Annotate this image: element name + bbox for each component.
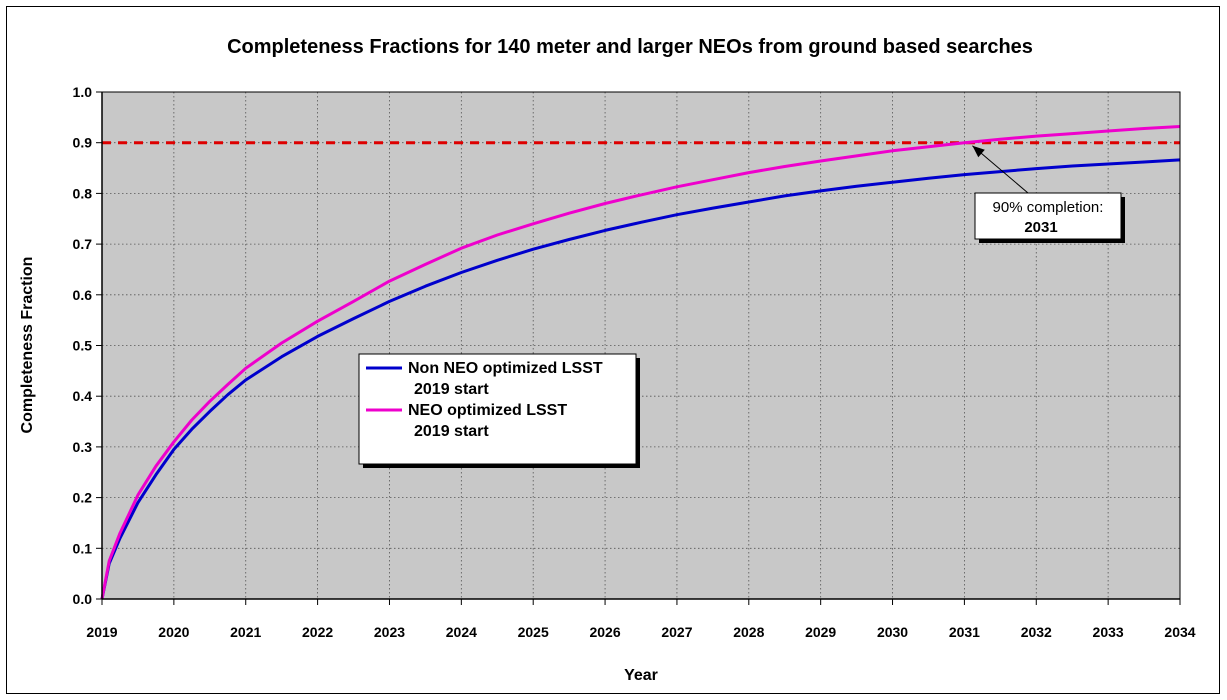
x-tick-label-0: 2019 [86,624,117,640]
callout-arrowhead [972,145,985,158]
callout-text-line1: 90% completion: [993,199,1104,216]
x-tick-label-2: 2021 [230,624,261,640]
x-tick-label-12: 2031 [949,624,980,640]
x-tick-label-15: 2034 [1164,624,1195,640]
y-tick-label-8: 0.8 [73,185,93,201]
legend-entry-optimized-line1: NEO optimized LSST [408,402,567,419]
series-line-0 [100,158,1181,600]
x-tick-label-10: 2029 [805,624,836,640]
callout-box [974,192,1122,240]
legend-entry-non-optimized-line1: Non NEO optimized LSST [408,360,603,377]
x-tick-label-14: 2033 [1093,624,1124,640]
x-tick-labels: 2019 2020 2021 2022 2023 2024 2025 2026 2027 2028… [86,624,1195,640]
y-tick-label-7: 0.7 [73,236,93,252]
y-tick-label-9: 0.9 [73,135,93,151]
y-tick-label-0: 0.0 [73,591,93,607]
gridlines [102,92,1180,599]
x-tick-label-3: 2022 [302,624,333,640]
x-tick-label-6: 2025 [518,624,549,640]
legend-box [358,353,637,465]
x-tick-label-9: 2028 [733,624,764,640]
y-tick-label-3: 0.3 [73,439,93,455]
y-tick-label-5: 0.5 [73,338,93,354]
plot-area [102,92,1180,599]
y-tick-label-6: 0.6 [73,287,93,303]
y-axis-label: Completeness Fraction [19,257,36,434]
x-tick-label-11: 2030 [877,624,908,640]
legend-entry-non-optimized-line2: 2019 start [414,381,489,398]
series-group [100,125,1181,600]
chart-title: Completeness Fractions for 140 meter and… [227,36,1033,58]
completion-callout: 90% completion: 2031 [972,145,1125,243]
legend-entry-optimized-line2: 2019 start [414,423,489,440]
x-tick-label-4: 2023 [374,624,405,640]
legend: Non NEO optimized LSST 2019 start NEO op… [358,353,640,468]
x-tick-label-8: 2027 [661,624,692,640]
y-tick-label-4: 0.4 [73,388,93,404]
y-tick-label-10: 1.0 [73,84,93,100]
y-tick-labels: 0.0 0.1 0.2 0.3 0.4 0.5 0.6 0.7 0.8 0.9 1.0 [73,84,93,607]
callout-arrow-line [972,145,1029,194]
y-tick-label-2: 0.2 [73,490,93,506]
x-axis-label: Year [624,667,658,684]
x-tick-label-7: 2026 [589,624,620,640]
axes [96,91,1181,605]
y-tick-label-1: 0.1 [73,540,93,556]
series-line-1 [100,125,1181,600]
callout-text-line2: 2031 [1024,219,1057,236]
x-tick-label-1: 2020 [158,624,189,640]
x-tick-label-5: 2024 [446,624,477,640]
x-tick-label-13: 2032 [1021,624,1052,640]
